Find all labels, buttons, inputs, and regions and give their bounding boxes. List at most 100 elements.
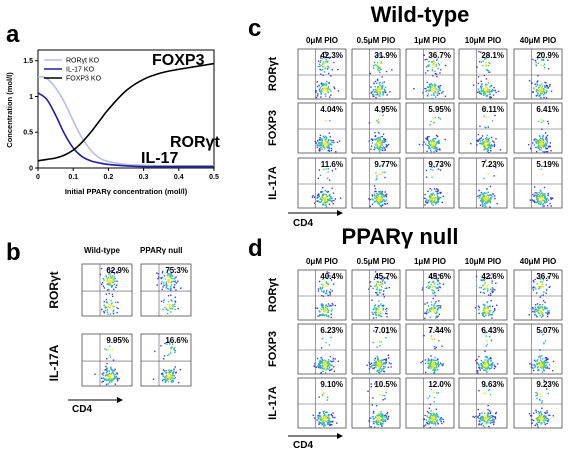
column-header: 40μM PIO <box>520 257 556 266</box>
flow-plot: 45.6% <box>405 269 455 321</box>
flow-percent-label: 6.41% <box>536 105 559 114</box>
flow-event-cloud <box>475 328 499 374</box>
flow-event-cloud <box>470 107 502 154</box>
panel-a-line-chart: 0 0.5 1 1.5 0 0.1 0.2 0.3 0.4 0.5 <box>23 49 219 181</box>
flow-plot-frame <box>140 263 192 317</box>
flow-event-cloud <box>314 119 341 153</box>
flow-plot: 6.23% <box>297 323 347 375</box>
flow-plot: 7.44% <box>405 323 455 375</box>
flow-percent-label: 31.9% <box>374 51 397 60</box>
flow-plot-frame <box>458 269 508 321</box>
panel-a-plot-frame <box>37 49 215 169</box>
flow-percent-label: 5.95% <box>428 105 451 114</box>
panel-b-cd4-label: CD4 <box>72 404 92 415</box>
flow-plot: 4.95% <box>351 102 401 154</box>
flow-percent-label: 36.7% <box>428 51 451 60</box>
panel-a-x-axis: 0 0.1 0.2 0.3 0.4 0.5 <box>36 168 219 181</box>
flow-percent-label: 42.6% <box>481 272 504 281</box>
flow-event-cloud <box>152 340 182 384</box>
flow-event-cloud <box>313 336 340 374</box>
legend-label-foxp3-ko: FOXP3 KO <box>66 76 102 83</box>
panel-b-letter: b <box>6 239 21 266</box>
panel-a-x-tick-label: 0.4 <box>174 174 184 181</box>
flow-percent-label: 12.0% <box>428 380 451 389</box>
flow-plot-frame <box>351 377 401 429</box>
flow-event-cloud <box>413 54 447 100</box>
flow-percent-label: 11.6% <box>321 160 343 169</box>
flow-plot: 7.23% <box>458 157 508 209</box>
flow-event-cloud <box>94 340 122 386</box>
flow-plot: 9.77% <box>351 157 401 209</box>
panel-a-x-label: Initial PPARγ concentration (mol/l) <box>65 187 188 196</box>
panel-b: b Wild-type PPARγ null RORγt IL-17A CD4 … <box>6 239 192 415</box>
flow-event-cloud <box>315 271 336 319</box>
flow-plot-frame <box>513 323 563 375</box>
flow-percent-label: 75.3% <box>165 266 188 275</box>
panel-a-y-tick-label: 0.5 <box>23 130 33 137</box>
panel-c-letter: c <box>248 15 261 42</box>
row-label: RORγt <box>267 278 279 313</box>
series-line-foxp3-ko <box>37 62 215 162</box>
flow-event-cloud <box>528 272 551 318</box>
column-header: 1μM PIO <box>414 257 446 266</box>
flow-percent-label: 28.1% <box>481 51 504 60</box>
flow-plot: 36.7% <box>405 48 455 100</box>
flow-event-cloud <box>366 330 392 374</box>
flow-plot: 10.5% <box>351 377 401 429</box>
column-header: 0μM PIO <box>306 36 338 45</box>
flow-plot: 42.6% <box>458 269 508 321</box>
flow-percent-label: 9.10% <box>320 380 343 389</box>
flow-percent-label: 7.01% <box>374 326 397 335</box>
flow-percent-label: 5.07% <box>536 326 559 335</box>
panel-b-row-rorgt: RORγt <box>47 271 61 308</box>
flow-percent-label: 9.23% <box>536 380 559 389</box>
flow-plot: 7.01% <box>351 323 401 375</box>
flow-plot: 5.07% <box>513 323 563 375</box>
flow-event-cloud <box>368 164 389 208</box>
flow-percent-label: 42.3% <box>320 51 343 60</box>
panel-a-letter: a <box>6 21 20 48</box>
column-header: 40μM PIO <box>520 36 556 45</box>
flow-plot: 5.19% <box>513 157 563 209</box>
flow-percent-label: 4.95% <box>374 105 397 114</box>
flow-event-cloud <box>421 273 446 320</box>
flow-plot: 75.3% <box>140 263 192 317</box>
flow-percent-label: 45.7% <box>374 272 397 281</box>
column-header: 1μM PIO <box>414 36 446 45</box>
panel-b-col-wildtype: Wild-type <box>84 246 120 255</box>
panel-a-y-tick-label: 1.5 <box>23 58 33 65</box>
panel-c: c Wild-type CD4 0μM PIO 0.5μM PIO 1μM PIO 1… <box>248 2 563 229</box>
column-header: 10μM PIO <box>465 257 501 266</box>
flow-plot: 6.41% <box>513 102 563 154</box>
panel-a: a 0 0.5 1 1.5 0 0.1 0.2 0.3 0.4 0.5 RORγt KO IL-… <box>5 21 220 196</box>
flow-plot: 6.43% <box>458 323 508 375</box>
panel-a-x-tick-label: 0.3 <box>139 174 149 181</box>
panel-a-x-tick-label: 0.1 <box>68 174 78 181</box>
flow-plot: 4.04% <box>297 102 347 154</box>
flow-plot-frame <box>81 333 133 387</box>
flow-plot: 12.0% <box>405 377 455 429</box>
flow-event-cloud <box>477 159 498 209</box>
flow-event-cloud <box>156 268 182 315</box>
panel-d: d PPARγ null CD4 0μM PIO 0.5μM PIO 1μM PIO… <box>248 224 563 451</box>
flow-percent-label: 16.6% <box>165 336 188 345</box>
flow-event-cloud <box>474 273 498 319</box>
row-label: IL-17A <box>267 386 279 420</box>
flow-event-cloud <box>472 50 500 99</box>
flow-event-cloud <box>423 165 444 207</box>
flow-percent-label: 7.44% <box>428 326 451 335</box>
flow-percent-label: 7.23% <box>481 160 504 169</box>
flow-event-cloud <box>472 385 497 428</box>
flow-event-cloud <box>528 52 553 99</box>
flow-plot: 11.6% <box>297 157 347 209</box>
flow-plot: 9.23% <box>513 377 563 429</box>
curve-label-il17: IL-17 <box>141 150 178 167</box>
panel-a-x-tick-label: 0.2 <box>104 174 114 181</box>
flow-plot: 9.73% <box>405 157 455 209</box>
flow-percent-label: 9.63% <box>481 380 504 389</box>
panel-c-cd4-label: CD4 <box>293 218 313 229</box>
flow-percent-label: 36.7% <box>536 272 559 281</box>
flow-plot: 28.1% <box>458 48 508 100</box>
flow-event-cloud <box>311 168 342 208</box>
